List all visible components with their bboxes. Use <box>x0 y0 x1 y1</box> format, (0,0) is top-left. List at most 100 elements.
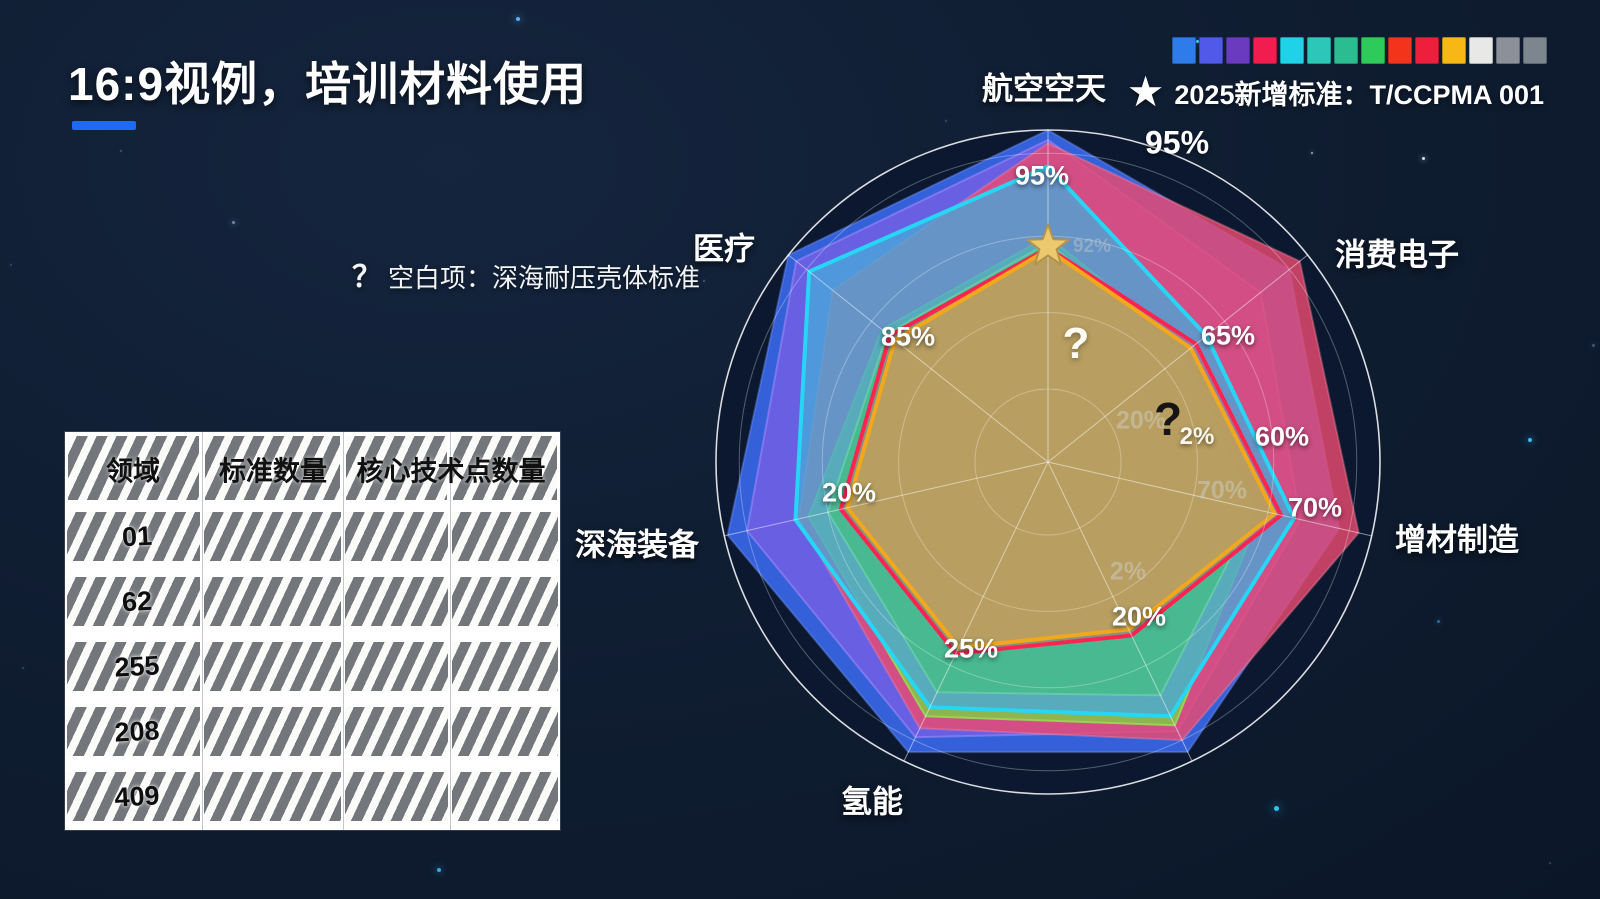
table-cell-redacted <box>345 772 448 821</box>
value-label: 60% <box>1254 421 1310 452</box>
grid-spoke <box>788 254 1049 463</box>
table-cell-redacted <box>345 642 448 691</box>
background-star <box>22 667 24 669</box>
value-label: 85% <box>880 321 936 352</box>
axis-label: 航空空天 <box>982 71 1106 107</box>
table-cell-redacted <box>204 577 341 626</box>
background-star <box>945 120 947 122</box>
table-header-pattern <box>68 436 199 500</box>
background-star <box>1311 152 1313 154</box>
value-label: 70% <box>1196 476 1248 505</box>
legend-swatch <box>1280 37 1304 64</box>
value-label: 2% <box>1109 557 1147 586</box>
value-label: 25% <box>943 633 999 664</box>
background-star <box>1528 438 1532 442</box>
background-star <box>1274 806 1279 811</box>
table-cell-redacted <box>204 772 341 821</box>
legend-color-swatches <box>1172 37 1547 64</box>
background-star <box>1196 40 1199 43</box>
table-cell-redacted <box>204 642 341 691</box>
grid-spoke <box>903 461 1049 762</box>
legend-swatch <box>1442 37 1466 64</box>
legend-swatch <box>1415 37 1439 64</box>
table-row-number: 62 <box>121 585 153 618</box>
value-label: 20% <box>1111 601 1167 632</box>
background-star <box>1549 862 1551 864</box>
axis-label: 增材制造 <box>1395 522 1519 558</box>
table-row-number: 01 <box>121 520 153 553</box>
value-label: 70% <box>1287 492 1343 523</box>
background-star <box>232 221 235 224</box>
legend-swatch <box>1496 37 1520 64</box>
table-cell-redacted <box>204 512 341 561</box>
background-star <box>10 264 12 266</box>
table-cell-redacted <box>67 707 200 756</box>
standards-table: 领域 标准数量 核心技术点数量 01 62 255 208 409 <box>65 432 560 830</box>
table-cell-redacted <box>452 577 558 626</box>
table-row-number: 409 <box>113 780 161 813</box>
star-icon: ★ <box>1126 68 1165 115</box>
legend-swatch <box>1172 37 1196 64</box>
value-label: 95% <box>1014 160 1070 191</box>
legend-swatch <box>1253 37 1277 64</box>
background-star <box>1422 157 1425 160</box>
value-label: 20% <box>1115 406 1167 435</box>
legend-swatch <box>1307 37 1331 64</box>
legend-swatch <box>1226 37 1250 64</box>
table-cell-redacted <box>67 642 200 691</box>
new-standard-star-marker <box>1026 223 1070 266</box>
table-cell-redacted <box>345 577 448 626</box>
background-star <box>703 280 705 282</box>
grid-spoke <box>724 461 1049 537</box>
table-column-divider <box>202 432 203 830</box>
note-question-mark: ？ <box>352 261 382 294</box>
table-header-pattern <box>205 436 340 500</box>
outer-ring <box>715 129 1381 795</box>
table-cell-redacted <box>204 707 341 756</box>
table-column-divider <box>450 432 451 830</box>
axis-label: 消费电子 <box>1335 237 1459 273</box>
background-star <box>120 150 122 152</box>
table-header-cell: 核心技术点数量 <box>356 456 546 487</box>
table-cell-redacted <box>452 772 558 821</box>
table-cell-redacted <box>452 707 558 756</box>
blank-item-question-mark: ? <box>1153 393 1183 445</box>
table-header-cell: 领域 <box>106 456 160 487</box>
table-row-number: 255 <box>113 650 161 683</box>
radar-series-orange-khaki <box>845 247 1277 650</box>
blank-item-note: ？空白项：深海耐压壳体标准 <box>352 252 700 296</box>
value-label: 65% <box>1200 320 1256 351</box>
table-cell-redacted <box>452 512 558 561</box>
page-title: 16:9视例，培训材料使用 <box>68 58 588 110</box>
legend-swatch <box>1469 37 1493 64</box>
note-text: 空白项：深海耐压壳体标准 <box>388 263 701 293</box>
value-label: 95% <box>1144 124 1210 161</box>
table-row-number: 208 <box>113 715 161 748</box>
background-star <box>1437 620 1440 623</box>
axis-label: 氢能 <box>841 784 903 820</box>
table-header-pattern <box>453 436 557 500</box>
legend-star-line: ★ 2025新增标准：T/CCPMA 001 <box>1127 70 1544 114</box>
table-column-divider <box>343 432 344 830</box>
value-label: 92% <box>1072 236 1112 257</box>
table-cell-redacted <box>67 512 200 561</box>
grid-spoke <box>1047 461 1193 762</box>
value-label: 2% <box>1179 423 1215 450</box>
table-header-pattern <box>346 436 447 500</box>
legend-swatch <box>1334 37 1358 64</box>
table-header-cell: 标准数量 <box>219 456 327 487</box>
legend-swatch <box>1523 37 1547 64</box>
table-cell-redacted <box>452 642 558 691</box>
background-star <box>1592 344 1595 347</box>
grid-spoke <box>1047 461 1372 537</box>
legend-swatch <box>1388 37 1412 64</box>
grid-spoke <box>1047 254 1308 463</box>
value-label: 20% <box>821 477 877 508</box>
background-star <box>437 868 441 872</box>
axis-label: 深海装备 <box>575 527 699 563</box>
table-cell-redacted <box>67 577 200 626</box>
axis-label: 医疗 <box>693 231 755 267</box>
blank-item-question-mark: ? <box>1062 319 1090 368</box>
